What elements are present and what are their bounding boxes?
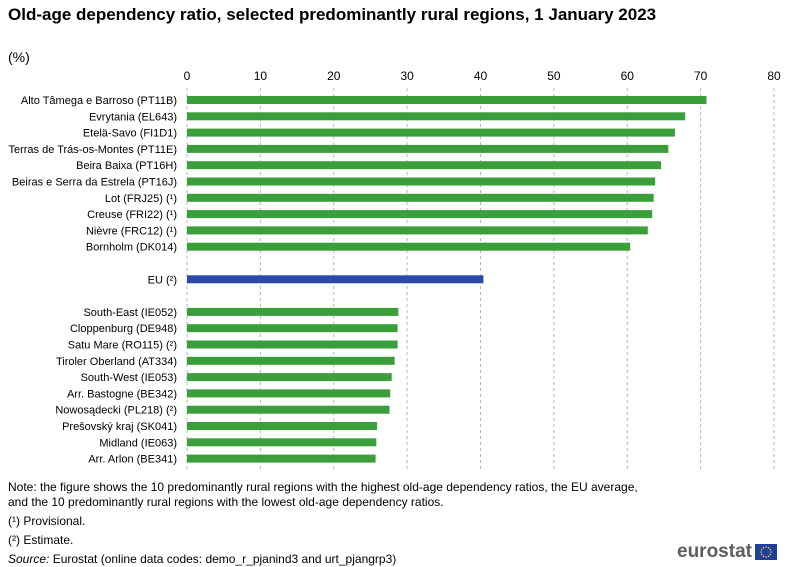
bar-region bbox=[187, 193, 654, 202]
notes-section: Note: the figure shows the 10 predominan… bbox=[8, 480, 648, 567]
flag-star bbox=[767, 555, 770, 558]
bar-chart: 0 10 20 30 40 50 60 70 80 Alto Tâmega e Barroso … bbox=[8, 69, 781, 472]
x-tick-label: 70 bbox=[694, 69, 708, 83]
flag-star bbox=[769, 548, 772, 551]
bar-region bbox=[187, 128, 675, 137]
bar-region bbox=[187, 161, 662, 170]
x-tick-label: 20 bbox=[327, 69, 341, 83]
category-label: Nowosądecki (PL218) (²) bbox=[55, 405, 177, 417]
x-tick-labels: 0 10 20 30 40 50 60 70 80 bbox=[184, 69, 781, 83]
flag-star bbox=[760, 553, 763, 556]
category-label: Etelä-Savo (FI1D1) bbox=[83, 128, 177, 140]
x-tick-label: 40 bbox=[474, 69, 488, 83]
category-label: Terras de Trás-os-Montes (PT11E) bbox=[8, 144, 177, 156]
source-label: Source: bbox=[8, 552, 50, 566]
footnote-estimate: (²) Estimate. bbox=[8, 533, 74, 547]
chart-title: Old-age dependency ratio, selected predo… bbox=[8, 5, 657, 24]
footnote-provisional: (¹) Provisional. bbox=[8, 514, 86, 528]
category-label: Lot (FRJ25) (¹) bbox=[105, 193, 177, 205]
x-tick-label: 60 bbox=[621, 69, 635, 83]
flag-star bbox=[765, 546, 767, 548]
eurostat-logo: eurostat bbox=[677, 541, 777, 563]
category-label: Satu Mare (RO115) (²) bbox=[68, 340, 177, 352]
category-label: Alto Tâmega e Barroso (PT11B) bbox=[21, 95, 177, 107]
flag-star bbox=[760, 551, 762, 553]
bar-region bbox=[187, 422, 378, 430]
x-tick-label: 30 bbox=[400, 69, 414, 83]
category-labels: Alto Tâmega e Barroso (PT11B) Evrytania (… bbox=[8, 95, 177, 466]
category-label: Nièvre (FRC12) (¹) bbox=[86, 225, 177, 237]
flag-star bbox=[762, 555, 765, 558]
flag-star bbox=[760, 548, 763, 551]
category-label: Arr. Bastogne (BE342) bbox=[67, 388, 177, 400]
bar-region bbox=[187, 242, 631, 251]
category-label: Prešovský kraj (SK041) bbox=[62, 421, 177, 433]
bar-region bbox=[187, 226, 648, 235]
x-tick-label: 10 bbox=[254, 69, 268, 83]
flag-star bbox=[769, 553, 772, 556]
bar-region bbox=[187, 210, 653, 219]
category-label: Beiras e Serra da Estrela (PT16J) bbox=[12, 177, 177, 189]
category-label: Bornholm (DK014) bbox=[86, 242, 177, 254]
note-text: Note: the figure shows the 10 predominan… bbox=[8, 480, 638, 509]
bars bbox=[187, 96, 707, 463]
category-label: Creuse (FRI22) (¹) bbox=[87, 209, 177, 221]
logo-text: eurostat bbox=[677, 541, 752, 562]
bar-region bbox=[187, 144, 669, 153]
bar-region bbox=[187, 438, 377, 447]
x-tick-label: 80 bbox=[767, 69, 781, 83]
category-label: Midland (IE063) bbox=[99, 437, 177, 449]
flag-star bbox=[767, 546, 770, 549]
category-label: Tiroler Oberland (AT334) bbox=[56, 356, 177, 368]
bar-region bbox=[187, 454, 376, 463]
x-tick-label: 50 bbox=[547, 69, 561, 83]
source-text: Eurostat (online data codes: demo_r_pjan… bbox=[49, 552, 397, 566]
category-label: Cloppenburg (DE948) bbox=[70, 323, 177, 335]
chart-unit: (%) bbox=[8, 49, 30, 65]
bar-region bbox=[187, 96, 707, 104]
category-label: Beira Baixa (PT16H) bbox=[76, 160, 177, 172]
eu-flag-icon bbox=[754, 544, 777, 560]
bar-region bbox=[187, 177, 656, 186]
source-line: Source: Eurostat (online data codes: dem… bbox=[8, 552, 648, 567]
flag-star bbox=[770, 551, 772, 553]
bar-region bbox=[187, 373, 392, 382]
bar-eu bbox=[187, 275, 484, 284]
category-label: South-West (IE053) bbox=[81, 372, 177, 384]
bar-region bbox=[187, 324, 398, 333]
bar-region bbox=[187, 112, 686, 121]
flag-star bbox=[765, 556, 767, 558]
category-label: EU (²) bbox=[148, 274, 177, 286]
x-tick-label: 0 bbox=[184, 69, 191, 83]
bar-region bbox=[187, 340, 398, 349]
bar-region bbox=[187, 356, 395, 365]
bar-region bbox=[187, 307, 399, 316]
bar-region bbox=[187, 405, 390, 414]
category-label: Evrytania (EL643) bbox=[89, 111, 177, 123]
category-label: Arr. Arlon (BE341) bbox=[88, 454, 177, 466]
category-label: South-East (IE052) bbox=[83, 307, 177, 319]
flag-star bbox=[762, 546, 765, 549]
bar-region bbox=[187, 389, 391, 398]
